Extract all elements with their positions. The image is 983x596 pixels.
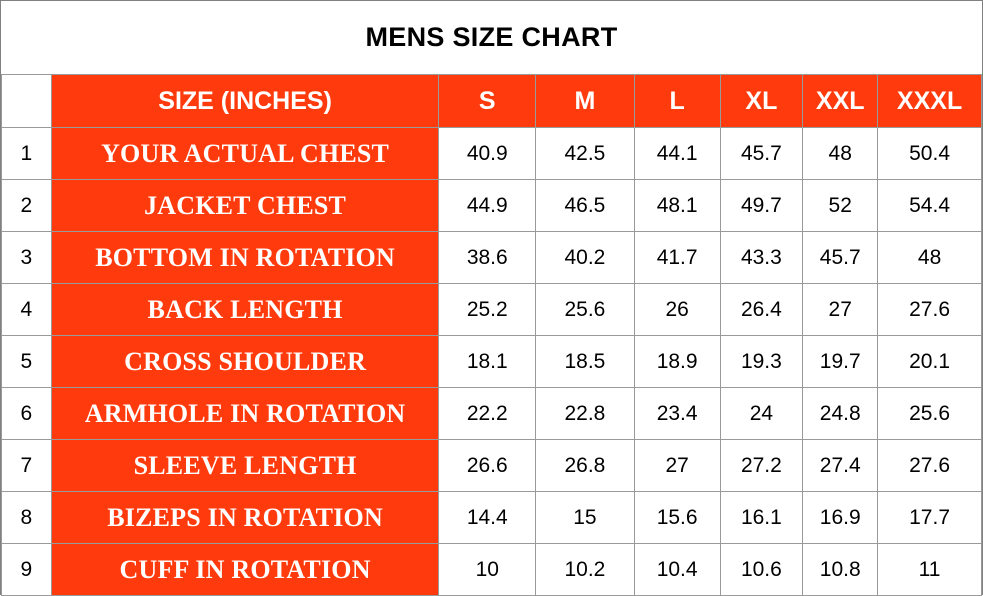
value-cell-s: 40.9 [438, 127, 537, 180]
value-cell-xl: 26.4 [719, 283, 804, 336]
measurement-label: JACKET CHEST [50, 179, 440, 232]
value-cell-xxxl: 20.1 [877, 335, 982, 388]
table-row: 9 CUFF IN ROTATION 10 10.2 10.4 10.6 10.8 11 [1, 543, 982, 596]
row-number: 5 [1, 335, 52, 388]
value-cell-l: 26 [633, 283, 721, 336]
chart-title: MENS SIZE CHART [1, 1, 982, 75]
value-cell-s: 14.4 [438, 491, 537, 544]
value-cell-m: 26.8 [535, 439, 635, 492]
header-size-xxxl: XXXL [877, 74, 982, 128]
value-cell-l: 15.6 [633, 491, 721, 544]
value-cell-m: 40.2 [535, 231, 635, 284]
value-cell-s: 44.9 [438, 179, 537, 232]
header-index-cell [1, 74, 52, 128]
header-size-xxl: XXL [802, 74, 879, 128]
value-cell-l: 18.9 [633, 335, 721, 388]
value-cell-l: 48.1 [633, 179, 721, 232]
value-cell-m: 42.5 [535, 127, 635, 180]
value-cell-m: 22.8 [535, 387, 635, 440]
table-row: 1 YOUR ACTUAL CHEST 40.9 42.5 44.1 45.7 48 50.4 [1, 127, 982, 180]
value-cell-xxxl: 27.6 [877, 439, 982, 492]
value-cell-m: 10.2 [535, 543, 635, 596]
measurement-label: CROSS SHOULDER [50, 335, 440, 388]
value-cell-xl: 24 [719, 387, 804, 440]
value-cell-xl: 16.1 [719, 491, 804, 544]
value-cell-xxxl: 54.4 [877, 179, 982, 232]
value-cell-xxl: 52 [802, 179, 879, 232]
value-cell-l: 41.7 [633, 231, 721, 284]
table-row: 3 BOTTOM IN ROTATION 38.6 40.2 41.7 43.3 45.7 4… [1, 231, 982, 284]
header-size-m: M [535, 74, 635, 128]
value-cell-xl: 19.3 [719, 335, 804, 388]
row-number: 2 [1, 179, 52, 232]
value-cell-xxxl: 17.7 [877, 491, 982, 544]
value-cell-l: 10.4 [633, 543, 721, 596]
value-cell-s: 10 [438, 543, 537, 596]
size-table: SIZE (INCHES) S M L XL XXL XXXL 1 YOUR AC… [1, 74, 982, 596]
value-cell-xl: 43.3 [719, 231, 804, 284]
value-cell-s: 38.6 [438, 231, 537, 284]
value-cell-xl: 45.7 [719, 127, 804, 180]
value-cell-xxl: 16.9 [802, 491, 879, 544]
row-number: 9 [1, 543, 52, 596]
row-number: 6 [1, 387, 52, 440]
table-row: 6 ARMHOLE IN ROTATION 22.2 22.8 23.4 24 24.8 25… [1, 387, 982, 440]
header-size-l: L [633, 74, 721, 128]
value-cell-xxl: 27 [802, 283, 879, 336]
value-cell-s: 22.2 [438, 387, 537, 440]
row-number: 1 [1, 127, 52, 180]
value-cell-xl: 49.7 [719, 179, 804, 232]
value-cell-xxxl: 25.6 [877, 387, 982, 440]
table-row: 5 CROSS SHOULDER 18.1 18.5 18.9 19.3 19.7 20.1 [1, 335, 982, 388]
measurement-label: BACK LENGTH [50, 283, 440, 336]
measurement-label: BIZEPS IN ROTATION [50, 491, 440, 544]
value-cell-l: 44.1 [633, 127, 721, 180]
measurement-label: YOUR ACTUAL CHEST [50, 127, 440, 180]
value-cell-m: 25.6 [535, 283, 635, 336]
row-number: 4 [1, 283, 52, 336]
value-cell-m: 46.5 [535, 179, 635, 232]
value-cell-l: 23.4 [633, 387, 721, 440]
value-cell-l: 27 [633, 439, 721, 492]
measurement-label: CUFF IN ROTATION [50, 543, 440, 596]
value-cell-m: 18.5 [535, 335, 635, 388]
value-cell-xl: 27.2 [719, 439, 804, 492]
value-cell-xxl: 48 [802, 127, 879, 180]
value-cell-m: 15 [535, 491, 635, 544]
table-row: 7 SLEEVE LENGTH 26.6 26.8 27 27.2 27.4 27.6 [1, 439, 982, 492]
table-body: 1 YOUR ACTUAL CHEST 40.9 42.5 44.1 45.7 48 50.4… [1, 127, 982, 596]
value-cell-xxl: 24.8 [802, 387, 879, 440]
header-row: SIZE (INCHES) S M L XL XXL XXXL [1, 74, 982, 128]
measurement-label: ARMHOLE IN ROTATION [50, 387, 440, 440]
value-cell-s: 18.1 [438, 335, 537, 388]
row-number: 7 [1, 439, 52, 492]
measurement-label: SLEEVE LENGTH [50, 439, 440, 492]
value-cell-s: 25.2 [438, 283, 537, 336]
header-size-label: SIZE (INCHES) [50, 74, 440, 128]
value-cell-xxl: 45.7 [802, 231, 879, 284]
value-cell-xl: 10.6 [719, 543, 804, 596]
table-row: 8 BIZEPS IN ROTATION 14.4 15 15.6 16.1 16.9 17.… [1, 491, 982, 544]
value-cell-xxxl: 48 [877, 231, 982, 284]
row-number: 8 [1, 491, 52, 544]
measurement-label: BOTTOM IN ROTATION [50, 231, 440, 284]
table-row: 2 JACKET CHEST 44.9 46.5 48.1 49.7 52 54.4 [1, 179, 982, 232]
header-size-xl: XL [719, 74, 804, 128]
value-cell-xxxl: 50.4 [877, 127, 982, 180]
header-size-s: S [438, 74, 537, 128]
table-row: 4 BACK LENGTH 25.2 25.6 26 26.4 27 27.6 [1, 283, 982, 336]
value-cell-xxxl: 11 [877, 543, 982, 596]
value-cell-xxl: 27.4 [802, 439, 879, 492]
value-cell-s: 26.6 [438, 439, 537, 492]
value-cell-xxl: 19.7 [802, 335, 879, 388]
value-cell-xxl: 10.8 [802, 543, 879, 596]
row-number: 3 [1, 231, 52, 284]
value-cell-xxxl: 27.6 [877, 283, 982, 336]
